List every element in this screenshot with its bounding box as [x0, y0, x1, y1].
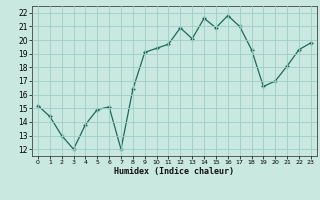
X-axis label: Humidex (Indice chaleur): Humidex (Indice chaleur) [115, 167, 234, 176]
